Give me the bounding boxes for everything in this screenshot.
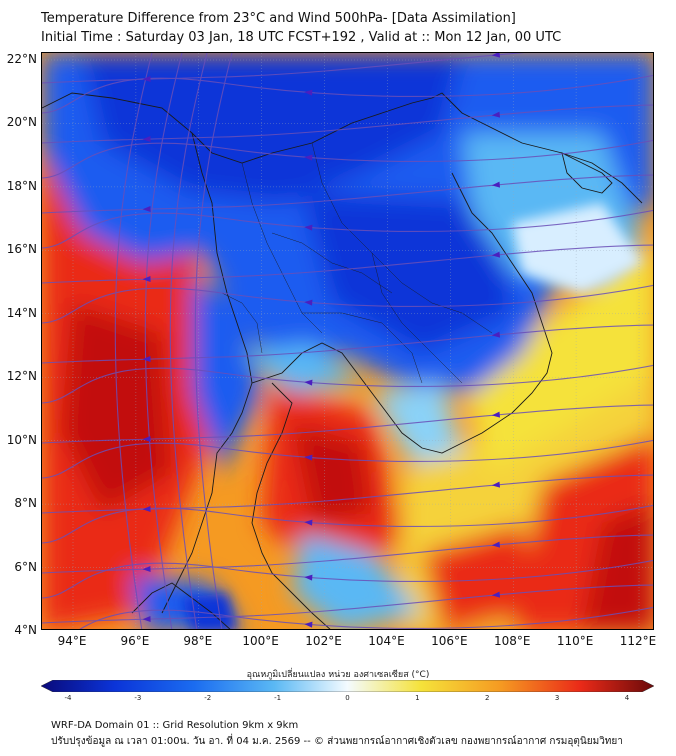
streamline (42, 534, 653, 574)
lon-label: 94°E (57, 634, 87, 648)
wind-arrow (142, 356, 151, 363)
wind-arrow (142, 76, 151, 83)
colorbar-title: อุณหภูมิเปลี่ยนแปลง หน่วย องศาเซลเซียส (… (246, 670, 430, 680)
colorbar-tick: -2 (204, 694, 212, 702)
lat-label: 18°N (6, 178, 37, 193)
streamline (144, 53, 183, 629)
streamline (42, 139, 653, 179)
colorbar (41, 680, 654, 692)
wind-arrow (491, 331, 501, 338)
lat-label: 22°N (6, 52, 37, 66)
streamline (42, 53, 525, 84)
colorbar-tick: 0 (345, 694, 350, 702)
lon-label: 108°E (493, 634, 531, 648)
wind-arrow (491, 251, 501, 258)
temperature-wind-map (42, 53, 653, 629)
lat-label: 20°N (6, 115, 37, 130)
lon-label: 98°E (183, 634, 213, 648)
wind-arrow (304, 519, 313, 526)
streamline (42, 439, 653, 479)
wind-arrow (491, 541, 501, 548)
lon-label: 102°E (305, 634, 342, 648)
colorbar-tick: 3 (554, 694, 560, 702)
lat-label: 16°N (6, 242, 37, 257)
streamline (42, 504, 653, 544)
lon-label: 112°E (619, 634, 657, 648)
streamline (114, 53, 153, 629)
lat-label: 6°N (14, 559, 37, 574)
wind-arrow (304, 621, 313, 628)
wind-arrow (142, 206, 151, 213)
country-borders (221, 142, 493, 384)
wind-arrow (304, 154, 313, 161)
map-panel (41, 52, 654, 630)
lon-label: 96°E (120, 634, 150, 648)
lat-label: 4°N (14, 623, 37, 637)
streamline (42, 209, 653, 249)
wind-arrow (142, 566, 151, 573)
lat-label: 8°N (14, 496, 37, 511)
streamline (42, 324, 653, 364)
lat-label: 14°N (6, 305, 37, 320)
wind-arrow (304, 299, 313, 306)
wind-arrows (142, 53, 501, 628)
wind-arrow (304, 379, 313, 386)
streamline (42, 559, 653, 599)
colorbar-tick: 4 (624, 694, 630, 702)
lat-label: 10°N (6, 432, 37, 447)
chart-title: Temperature Difference from 23°C and Win… (41, 11, 516, 26)
streamline (42, 584, 653, 624)
model-info: WRF-DA Domain 01 :: Grid Resolution 9km … (51, 720, 299, 731)
colorbar-tick: 1 (415, 694, 420, 702)
wind-arrow (491, 111, 501, 118)
streamline (42, 474, 653, 514)
lon-label: 100°E (242, 634, 279, 648)
colorbar-tick: -4 (64, 694, 72, 702)
wind-arrow (304, 454, 313, 461)
colorbar-tick: 2 (485, 694, 490, 702)
streamline (42, 244, 653, 284)
wind-arrow (304, 224, 313, 231)
wind-arrow (304, 89, 313, 96)
wind-arrow (142, 436, 151, 443)
wind-streamlines (42, 53, 653, 629)
streamline (42, 284, 653, 324)
graticule (42, 53, 653, 629)
streamline (42, 364, 653, 404)
streamline (169, 53, 208, 629)
wind-arrow (142, 616, 151, 623)
wind-arrow (491, 181, 501, 188)
colorbar-tick: -1 (274, 694, 282, 702)
update-credit: ปรับปรุงข้อมูล ณ เวลา 01:00น. วัน อา. ที… (51, 736, 623, 747)
wind-arrow (304, 574, 313, 581)
streamline (42, 104, 653, 144)
streamline (42, 174, 653, 214)
streamline (42, 404, 653, 444)
wind-arrow (491, 481, 501, 488)
streamline (79, 606, 653, 629)
wind-arrow (491, 53, 501, 58)
wind-arrow (142, 506, 151, 513)
wind-arrow (142, 276, 151, 283)
lat-label: 12°N (6, 369, 37, 384)
wind-arrow (491, 411, 501, 418)
streamline (194, 53, 233, 629)
streamline (42, 74, 653, 114)
wind-arrow (142, 136, 151, 143)
lon-label: 104°E (368, 634, 405, 648)
lon-label: 106°E (431, 634, 468, 648)
wind-arrow (491, 591, 501, 598)
colorbar-tick: -3 (134, 694, 142, 702)
coastlines (42, 92, 643, 629)
lon-label: 110°E (556, 634, 594, 648)
chart-subtitle: Initial Time : Saturday 03 Jan, 18 UTC F… (41, 30, 562, 45)
